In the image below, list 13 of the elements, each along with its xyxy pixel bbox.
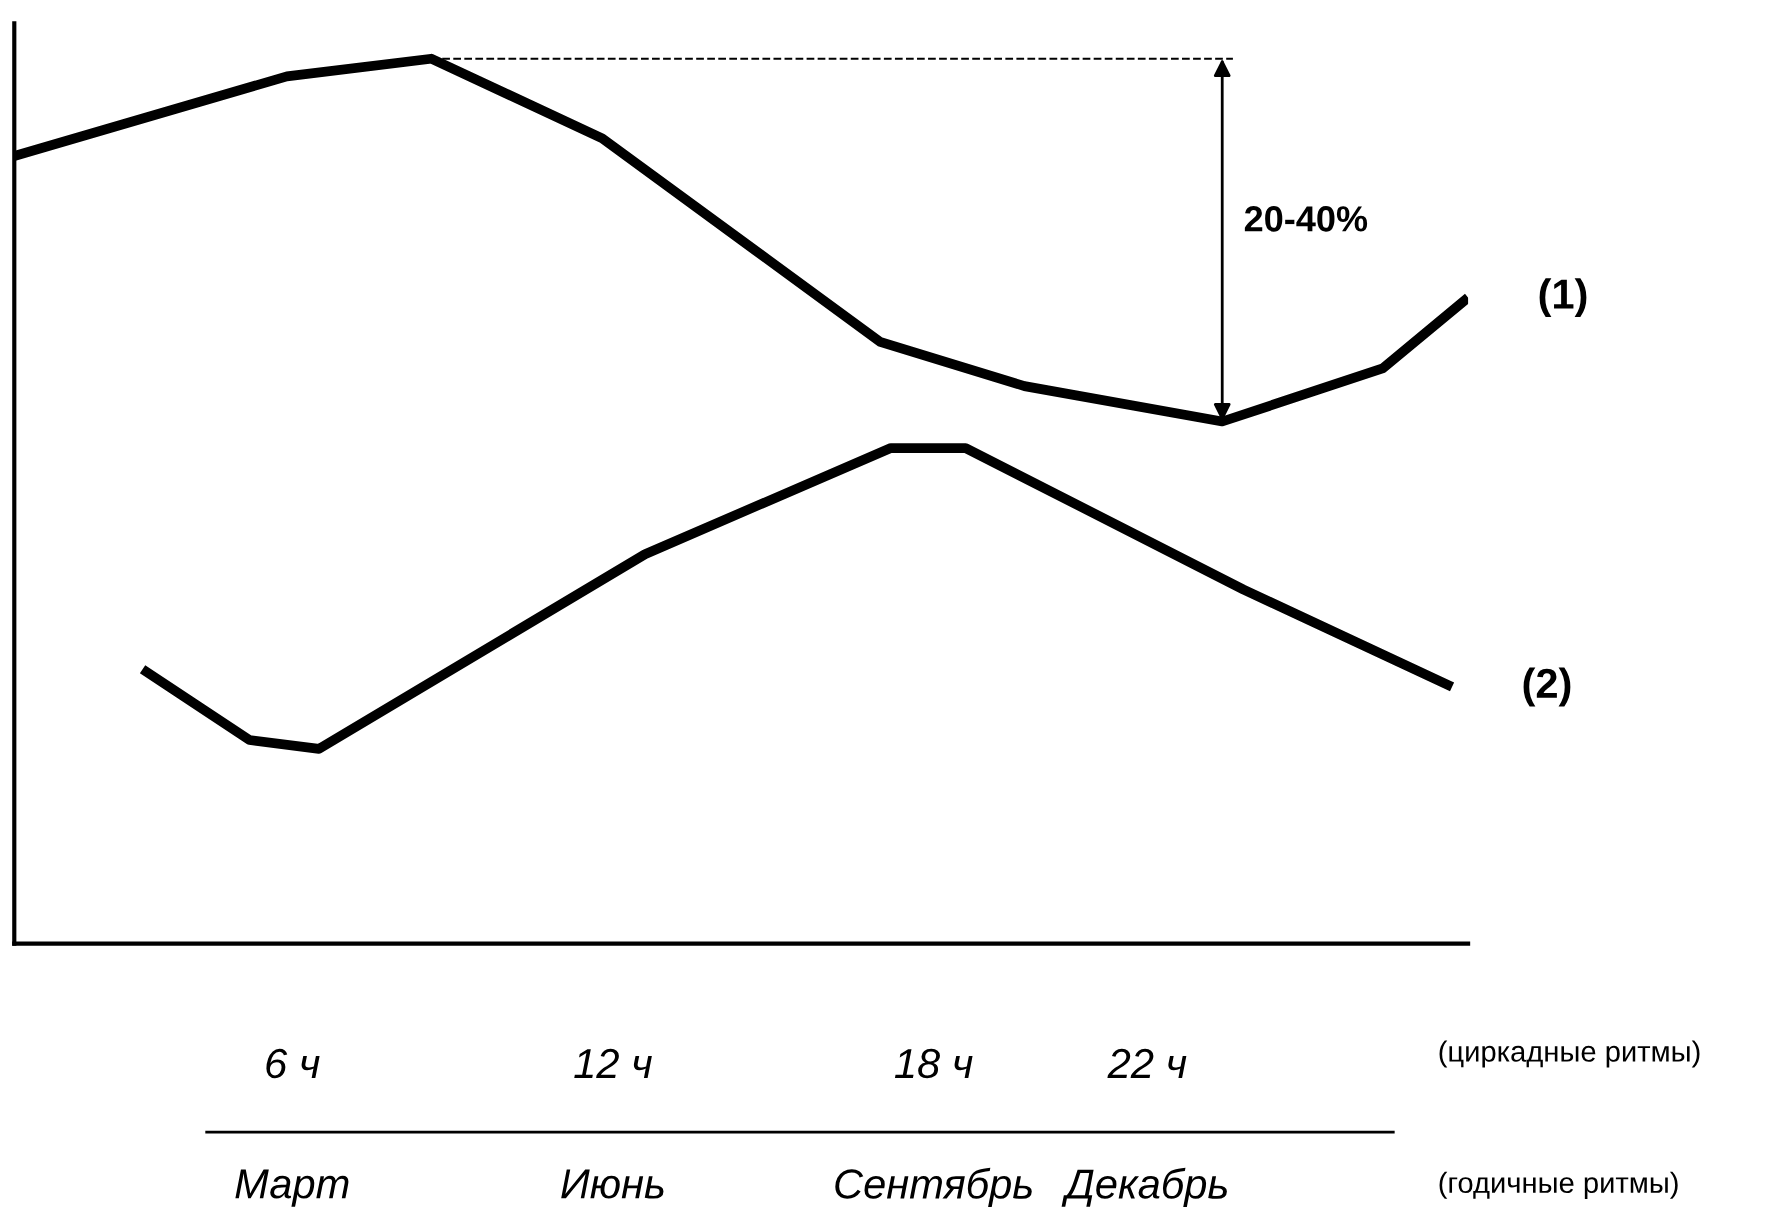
series-label: (1) — [1539, 278, 1587, 318]
x-tick-label: 18 ч — [894, 1048, 973, 1079]
text: (годичные ритмы) — [1439, 1171, 1678, 1199]
text: Декабрь — [1061, 1167, 1227, 1208]
text: Сентябрь — [835, 1167, 1032, 1208]
annotation: 20-40% — [1244, 206, 1368, 232]
text: Июнь — [561, 1169, 664, 1199]
x-tick-label: 22 ч — [1107, 1048, 1187, 1078]
text: Март — [235, 1169, 349, 1207]
text: (циркадные ритмы) — [1439, 1040, 1700, 1068]
series-label: (2) — [1523, 667, 1571, 707]
x-tick-label: 12 ч — [574, 1048, 652, 1078]
x-tick-label: 6 ч — [266, 1048, 320, 1079]
